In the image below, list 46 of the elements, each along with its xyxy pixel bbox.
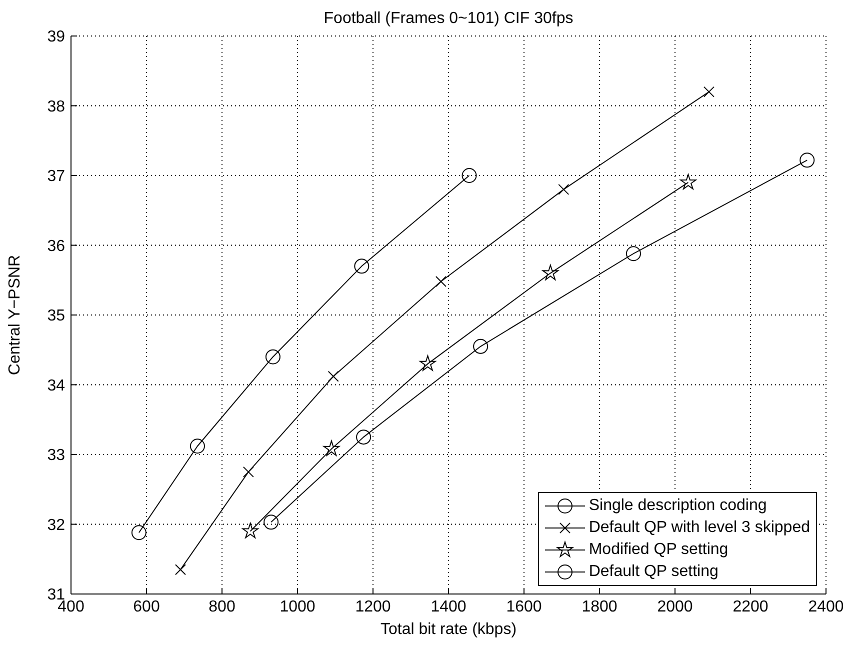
y-axis-title: Central Y−PSNR [6, 254, 24, 376]
y-tick-label: 34 [47, 377, 66, 394]
x-tick-label: 2400 [808, 598, 844, 616]
point [323, 440, 340, 456]
x-tick-label: 2200 [732, 598, 768, 616]
x-tick-label: 1000 [280, 598, 316, 616]
point [242, 522, 258, 538]
point [558, 184, 570, 195]
y-tick-label: 39 [47, 28, 66, 46]
legend-label: Default QP with level 3 skipped [588, 519, 810, 537]
point [131, 525, 146, 540]
x-tick-label: 1200 [355, 598, 391, 616]
legend-label: Single description coding [588, 497, 767, 515]
legend-label: Modified QP setting [588, 541, 728, 559]
point [265, 349, 280, 364]
y-tick-label: 37 [47, 168, 66, 186]
point [462, 168, 477, 183]
point [680, 174, 696, 190]
point [354, 258, 370, 274]
point [435, 276, 446, 288]
point [626, 246, 641, 262]
x-tick-label: 1800 [582, 598, 618, 616]
legend-label: Default QP setting [588, 563, 718, 581]
y-tick-label: 32 [47, 516, 66, 534]
y-tick-label: 36 [47, 238, 66, 255]
x-tick-label: 1400 [430, 598, 466, 616]
point [703, 86, 714, 98]
point [420, 355, 436, 371]
point [174, 564, 186, 576]
point [328, 370, 339, 382]
point [264, 514, 279, 530]
point [356, 430, 372, 445]
point [542, 264, 559, 280]
point [242, 466, 254, 478]
point [190, 438, 205, 454]
point [473, 338, 488, 354]
x-tick-label: 1600 [506, 598, 542, 616]
x-tick-label: 2000 [657, 598, 693, 616]
x-axis-title: Total bit rate (kbps) [380, 621, 517, 638]
y-tick-label: 35 [47, 308, 66, 325]
chart-title: Football (Frames 0~101) CIF 30fps [322, 10, 574, 28]
y-tick-label: 33 [47, 447, 66, 464]
x-tick-label: 800 [208, 598, 236, 616]
x-tick-label: 600 [133, 598, 160, 616]
point [800, 152, 815, 168]
y-tick-label: 38 [47, 98, 66, 116]
